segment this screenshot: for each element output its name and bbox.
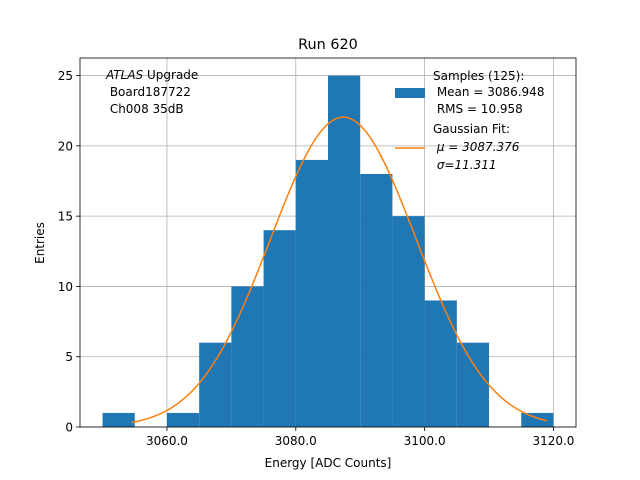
histogram-bar-6 [295, 159, 328, 427]
x-axis-label: Energy [ADC Counts] [265, 456, 392, 470]
chart-title: Run 620 [298, 37, 358, 53]
histogram-bar-3 [199, 342, 232, 427]
legend-samples-rms: RMS = 10.958 [433, 102, 523, 116]
x-tick-label-0: 3060.0 [146, 434, 188, 448]
legend-samples-swatch [395, 88, 425, 98]
x-tick-label-1: 3080.0 [275, 434, 317, 448]
histogram-bar-5 [263, 230, 296, 427]
y-tick-label-0: 0 [65, 421, 73, 435]
histogram-bar-9 [392, 216, 425, 427]
annotation-atlas: ATLAS [105, 68, 144, 82]
legend-fit-title: Gaussian Fit: [433, 122, 510, 136]
histogram-bar-4 [231, 286, 264, 427]
histogram-bar-0 [102, 412, 135, 427]
legend: Samples (125): Mean = 3086.948 RMS = 10.… [395, 69, 544, 172]
y-axis-ticks: 0 5 10 15 20 25 [58, 69, 80, 435]
histogram-bar-10 [424, 300, 457, 427]
x-tick-label-3: 3120.0 [532, 434, 574, 448]
legend-samples-mean: Mean = 3086.948 [433, 85, 544, 99]
histogram-bars [102, 75, 554, 428]
y-tick-label-1: 5 [65, 350, 73, 364]
legend-samples-title: Samples (125): [433, 69, 524, 83]
annotation-board: Board187722 [106, 85, 191, 99]
histogram-bar-8 [360, 173, 393, 427]
x-axis-ticks: 3060.0 3080.0 3100.0 3120.0 [146, 427, 574, 448]
histogram-bar-2 [166, 412, 200, 427]
x-tick-label-2: 3100.0 [404, 434, 446, 448]
y-tick-label-2: 10 [58, 280, 73, 294]
legend-fit-sigma: σ=11.311 [433, 158, 496, 172]
annotation-channel: Ch008 35dB [106, 102, 184, 116]
y-tick-label-4: 20 [58, 139, 73, 153]
plot-frame [79, 57, 577, 428]
svg-text:ATLAS Upgrade: ATLAS Upgrade [105, 68, 198, 82]
annotation-upgrade: Upgrade [143, 68, 198, 82]
histogram-bar-7 [328, 75, 361, 428]
legend-fit-mu: μ = 3087.376 [433, 140, 520, 154]
histogram-bar-13 [521, 412, 554, 427]
annotation: ATLAS Upgrade Board187722 Ch008 35dB [105, 68, 198, 116]
gaussian-fit-curve [131, 116, 548, 424]
y-tick-label-3: 15 [58, 210, 73, 224]
y-tick-label-5: 25 [58, 69, 73, 83]
histogram-bar-11 [456, 342, 490, 427]
y-axis-label: Entries [33, 222, 47, 264]
